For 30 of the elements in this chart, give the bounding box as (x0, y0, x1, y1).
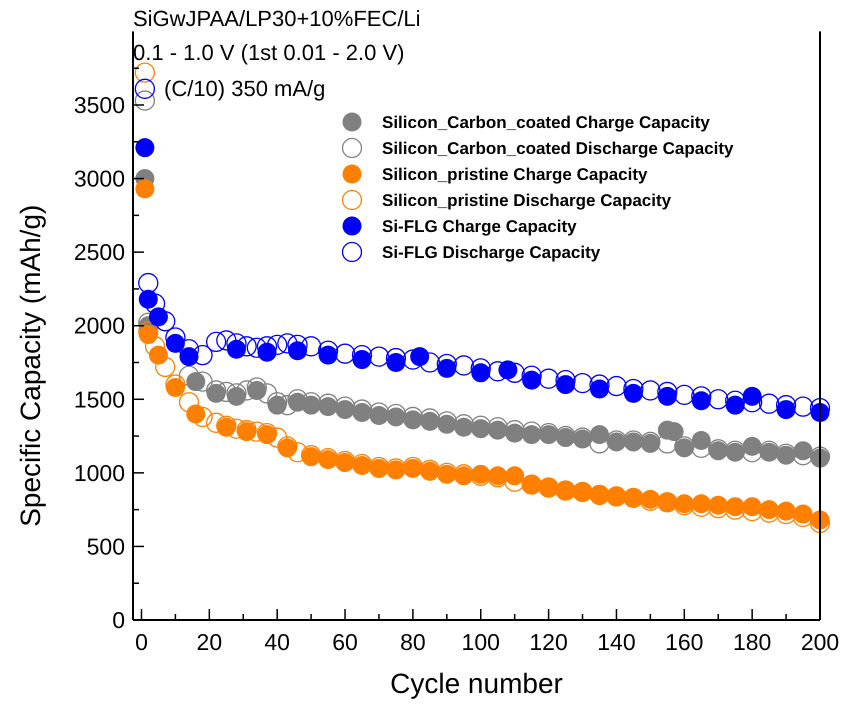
chart-subtitle: 0.1 - 1.0 V (1st 0.01 - 2.0 V) (133, 40, 404, 65)
x-tick-label: 180 (732, 629, 772, 655)
legend-label: Silicon_pristine Discharge Capacity (382, 191, 672, 210)
legend-label: Silicon_Carbon_coated Discharge Capacity (382, 139, 734, 158)
legend-label: Si-FLG Charge Capacity (382, 217, 578, 236)
x-tick-label: 0 (135, 629, 148, 655)
legend-label: Si-FLG Discharge Capacity (382, 243, 601, 262)
x-tick-label: 80 (400, 629, 426, 655)
y-tick-label: 3000 (74, 166, 125, 192)
x-tick-label: 160 (665, 629, 704, 655)
x-tick-label: 20 (196, 629, 222, 655)
y-tick-label: 1500 (74, 386, 125, 412)
x-tick-label: 200 (800, 629, 840, 655)
y-tick-label: 2000 (74, 312, 125, 339)
y-tick-label: 2500 (74, 239, 125, 266)
x-tick-label: 100 (462, 629, 500, 655)
y-tick-label: 0 (112, 607, 125, 633)
y-tick-label: 500 (86, 533, 125, 560)
legend-label: Silicon_Carbon_coated Charge Capacity (382, 113, 710, 132)
y-tick-label: 3500 (74, 92, 125, 118)
x-tick-label: 60 (332, 629, 358, 655)
x-tick-label: 40 (264, 629, 290, 655)
x-tick-label: 120 (529, 629, 568, 655)
chart-title: SiGwJPAA/LP30+10%FEC/Li (133, 6, 421, 31)
y-axis-title: Specific Capacity (mAh/g) (15, 204, 46, 527)
annotation: (C/10) 350 mA/g (164, 76, 326, 101)
x-axis-title: Cycle number (390, 668, 563, 699)
y-tick-label: 1000 (74, 460, 125, 486)
legend-label: Silicon_pristine Charge Capacity (382, 165, 648, 184)
x-tick-label: 140 (597, 629, 636, 655)
